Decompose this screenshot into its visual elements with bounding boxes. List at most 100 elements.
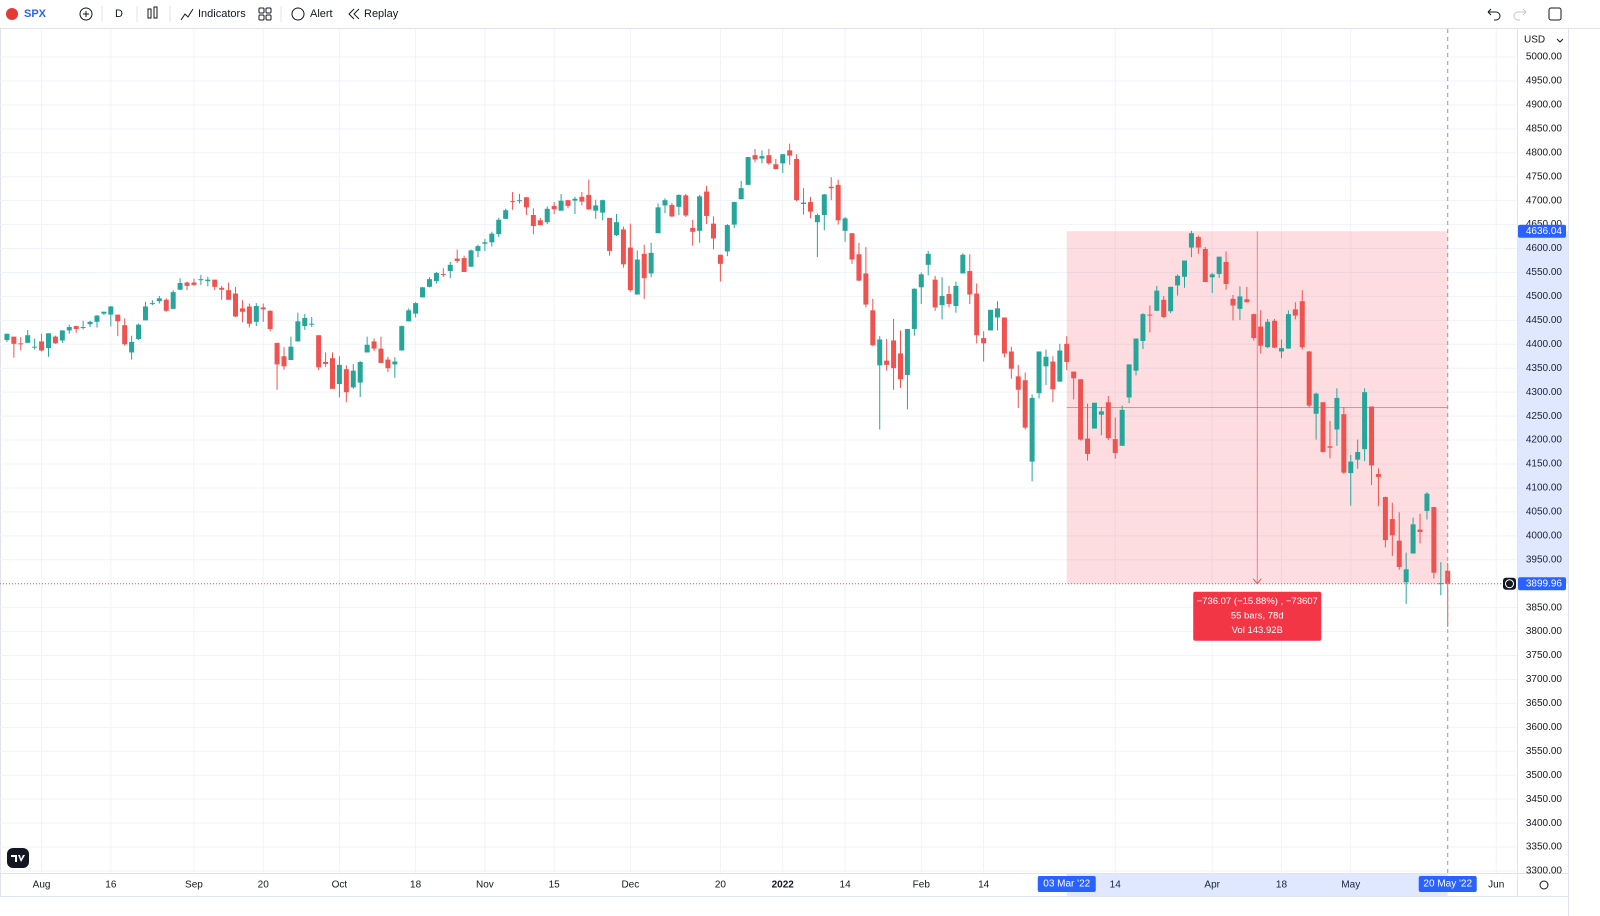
candle-body	[1008, 351, 1014, 369]
y-tick-label: 3650.00	[1526, 698, 1563, 709]
candle-body	[607, 217, 613, 251]
candle-body	[821, 194, 827, 216]
currency[interactable]: USD	[1524, 35, 1545, 46]
candle-body	[904, 328, 910, 375]
measure-info-box	[1193, 591, 1322, 641]
y-tick-label: 4050.00	[1526, 507, 1563, 518]
candle-body	[1098, 411, 1104, 415]
candle-body	[25, 335, 31, 343]
candle-body	[489, 233, 495, 243]
candle-body	[530, 215, 536, 227]
candle-body	[440, 273, 446, 275]
price-axis-band	[1518, 231, 1568, 584]
candle-body	[1299, 301, 1305, 348]
time-marker-label: 20 May '22	[1423, 879, 1472, 890]
candle-body	[717, 254, 723, 264]
indicators-button[interactable]: Indicators	[198, 8, 246, 20]
candle-body	[1355, 452, 1361, 460]
candle-body	[364, 344, 370, 353]
replay-icon[interactable]	[348, 8, 355, 20]
measure-info-text: −736.07 (−15.88%) , −73607	[1197, 596, 1318, 607]
x-tick-label: 16	[105, 880, 117, 891]
candle-body	[891, 340, 897, 369]
candle-body	[1237, 296, 1243, 309]
candle-body	[1147, 314, 1153, 316]
candle-body	[655, 207, 661, 234]
candle-body	[253, 305, 259, 322]
candle-body	[710, 223, 716, 239]
candle-body	[1410, 524, 1416, 554]
x-tick-label: Sep	[185, 880, 203, 891]
candle-body	[523, 197, 529, 208]
chart-type-icon[interactable]	[147, 8, 152, 19]
candle-body	[738, 188, 744, 200]
symbol[interactable]: SPX	[24, 8, 47, 20]
candle-body	[343, 369, 349, 393]
candle-body	[960, 254, 966, 274]
y-tick-label: 4600.00	[1526, 243, 1563, 254]
chart-type-icon	[153, 6, 158, 19]
symbol-icon[interactable]	[6, 8, 18, 20]
y-tick-label: 4450.00	[1526, 315, 1563, 326]
y-tick-label: 4700.00	[1526, 195, 1563, 206]
y-tick-label: 3600.00	[1526, 722, 1563, 733]
candle-body	[953, 285, 959, 306]
candle-body	[676, 194, 682, 207]
undo-button[interactable]	[1487, 8, 1501, 21]
y-tick-label: 4200.00	[1526, 435, 1563, 446]
candle-body	[198, 279, 204, 281]
candle-body	[1223, 261, 1229, 284]
candle-body	[295, 321, 301, 342]
y-tick-label: 3750.00	[1526, 650, 1563, 661]
candle-body	[669, 204, 675, 217]
logo-bg	[7, 848, 29, 868]
fullscreen-button[interactable]	[1548, 7, 1562, 21]
candle-body	[600, 200, 606, 213]
candle-body	[1285, 314, 1291, 349]
settings[interactable]	[1539, 880, 1549, 890]
layout-icon[interactable]	[258, 7, 265, 14]
x-tick-label: Jun	[1488, 880, 1504, 891]
candle-body	[1292, 309, 1298, 316]
candle-body	[149, 303, 155, 305]
candle-body	[510, 201, 516, 203]
y-tick-label: 4100.00	[1526, 483, 1563, 494]
candle-body	[281, 356, 287, 367]
measure-info-text: Vol 143.92B	[1232, 625, 1283, 636]
candle-body	[849, 233, 855, 260]
candle-body	[558, 200, 564, 211]
candle-body	[170, 292, 176, 309]
x-tick-label: 20	[715, 880, 727, 891]
compare-icon[interactable]	[79, 7, 93, 21]
interval[interactable]: D	[115, 8, 123, 20]
candle-body	[1382, 497, 1388, 541]
redo-button[interactable]	[1513, 8, 1527, 21]
candle-body	[80, 327, 86, 329]
candle-body	[1015, 376, 1021, 390]
candle-body	[641, 253, 647, 279]
replay-button[interactable]: Replay	[364, 8, 399, 20]
x-tick-label: May	[1341, 880, 1360, 891]
candle-body	[1140, 314, 1146, 341]
candle-body	[59, 330, 65, 341]
indicators-icon[interactable]	[180, 8, 194, 21]
candle-body	[1216, 256, 1222, 274]
candle-body	[413, 303, 419, 314]
candle-body	[73, 326, 79, 329]
candle-body	[205, 279, 211, 282]
x-tick-label: Feb	[913, 880, 931, 891]
candle-body	[156, 298, 162, 302]
candle-body	[136, 324, 142, 340]
alert-icon[interactable]	[291, 7, 305, 21]
candle-body	[683, 195, 689, 216]
alert-button[interactable]: Alert	[310, 8, 333, 20]
y-tick-label: 3800.00	[1526, 626, 1563, 637]
x-tick-label: 18	[410, 880, 422, 891]
candle-body	[613, 222, 619, 236]
candle-body	[482, 242, 488, 244]
candle-body	[517, 200, 523, 202]
candle-body	[662, 200, 668, 206]
settings-icon[interactable]	[1539, 880, 1549, 890]
candle-body	[1182, 260, 1188, 277]
candle-body	[1258, 326, 1264, 346]
